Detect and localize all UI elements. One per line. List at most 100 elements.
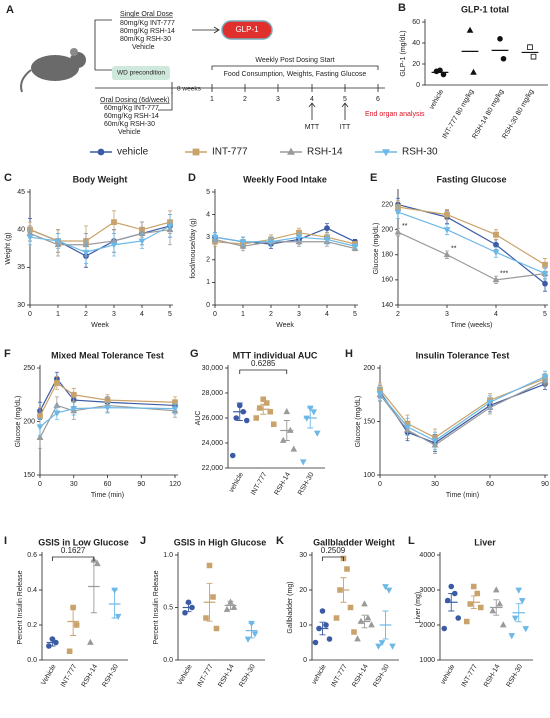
data-point xyxy=(110,242,118,249)
axes xyxy=(29,189,173,306)
legend-marker xyxy=(192,148,200,156)
legend-label: RSH-30 xyxy=(402,147,438,158)
data-point xyxy=(299,459,307,466)
data-point xyxy=(368,621,375,628)
data-point xyxy=(326,636,333,642)
data-point xyxy=(138,238,146,245)
x-tick-label: RSH-30 80 mg/kg xyxy=(501,88,535,140)
data-point xyxy=(312,639,319,646)
y-tick-label: 100 xyxy=(363,472,375,479)
readout-pill xyxy=(221,20,273,40)
error-bar xyxy=(307,407,314,429)
chart-title: Gallbladder Weight xyxy=(313,537,395,547)
y-tick-label: 0.0 xyxy=(163,657,173,664)
chart-title: Weekly Food Intake xyxy=(243,174,327,184)
chart-panel: H Insulin Tolerance Test Glucose (mg/dL) 10… xyxy=(345,348,549,499)
arrow-head xyxy=(213,26,220,34)
data-point xyxy=(477,604,484,611)
x-tick-label: RSH-14 xyxy=(217,663,236,688)
y-tick-label: 1000 xyxy=(419,657,435,664)
data-point xyxy=(492,586,500,593)
error-bar xyxy=(382,610,389,640)
weekly-measures: Food Consumption, Weights, Fasting Gluco… xyxy=(224,71,367,78)
data-point xyxy=(492,249,500,257)
panel-label: E xyxy=(370,172,377,184)
y-axis-label: Gallbladder (mg) xyxy=(287,581,294,633)
panel-label: C xyxy=(4,172,12,184)
dosing-title: Oral Dosing (6d/week) xyxy=(100,97,170,104)
series-line xyxy=(397,203,546,285)
data-point xyxy=(443,250,451,258)
series-line xyxy=(379,380,546,446)
data-point xyxy=(114,613,122,620)
data-point xyxy=(279,436,287,443)
y-tick-label: 2000 xyxy=(419,622,435,629)
axes xyxy=(214,189,358,306)
precondition-box xyxy=(112,66,170,80)
chart-title: Body Weight xyxy=(73,174,128,184)
dosing: 60mg/Kg RSH-14 xyxy=(104,113,159,120)
data-point xyxy=(441,625,448,632)
x-tick-label: 3 xyxy=(112,311,116,318)
data-point xyxy=(37,413,43,420)
data-point xyxy=(382,584,389,591)
error-bar xyxy=(70,607,77,636)
dose: 80m/Kg RSH-30 xyxy=(120,36,171,43)
x-tick-label: vehicle xyxy=(228,471,245,493)
y-tick-label: 10 xyxy=(299,622,307,629)
data-point xyxy=(70,391,77,398)
dosing-arrow xyxy=(158,92,173,111)
data-point xyxy=(451,590,458,597)
data-point xyxy=(26,234,34,242)
chart-title: MTT individual AUC xyxy=(233,350,318,360)
y-tick-label: 150 xyxy=(23,472,35,479)
series-line xyxy=(29,225,171,253)
endpoint: End organ analysis xyxy=(365,111,425,118)
data-point xyxy=(239,239,247,246)
data-point xyxy=(53,410,61,417)
x-tick-label: 2 xyxy=(396,311,400,318)
data-point xyxy=(378,640,386,647)
y-tick-label: 3 xyxy=(206,234,210,241)
data-point xyxy=(375,643,382,650)
branch-arrow xyxy=(94,19,112,71)
data-point xyxy=(94,560,101,567)
y-tick-label: 5 xyxy=(206,189,210,196)
data-point xyxy=(70,406,78,413)
x-tick-label: 60 xyxy=(104,481,112,488)
dose-title: Single Oral Dose xyxy=(120,11,173,18)
legend: vehicle INT-777 RSH-14 RSH-30 xyxy=(90,147,438,158)
data-point xyxy=(474,590,481,597)
y-tick-label: 3000 xyxy=(419,587,435,594)
data-point xyxy=(251,631,259,638)
x-tick-label: INT-777 xyxy=(60,663,79,688)
data-point xyxy=(213,625,220,632)
data-point xyxy=(267,408,274,415)
error-bar xyxy=(283,420,290,441)
annotation: *** xyxy=(500,271,508,278)
x-tick-label: INT-777 xyxy=(330,663,349,688)
x-tick-label: 3 xyxy=(297,311,301,318)
chart-title: GSIS in High Glucose xyxy=(174,537,267,547)
data-point xyxy=(354,635,361,642)
y-tick-label: 200 xyxy=(23,418,35,425)
chart-panel: B GLP-1 total GLP-1 (mg/dL) 0 20 40 60 vehicleI… xyxy=(398,2,548,140)
y-tick-label: 0.5 xyxy=(163,604,173,611)
data-point xyxy=(351,243,359,251)
panel-label: G xyxy=(190,348,199,360)
x-tick-label: RSH-14 xyxy=(81,663,100,688)
y-tick-label: 0.0 xyxy=(27,657,37,664)
y-tick-label: 1.0 xyxy=(163,552,173,559)
error-bar xyxy=(236,402,243,421)
data-point xyxy=(470,68,477,75)
series-line xyxy=(397,231,546,281)
y-tick-label: 24,000 xyxy=(202,440,224,447)
data-point xyxy=(433,68,440,75)
y-tick-label: 0 xyxy=(303,657,307,664)
data-point xyxy=(500,55,507,62)
chart-panel: E Fasting Glucose Glucose (mg/dL) 140 160 180… xyxy=(370,172,549,329)
y-tick-label: 40 xyxy=(412,40,420,47)
chart-title: Liver xyxy=(474,537,496,547)
x-tick-label: 90 xyxy=(137,481,145,488)
week: 5 xyxy=(343,96,347,103)
